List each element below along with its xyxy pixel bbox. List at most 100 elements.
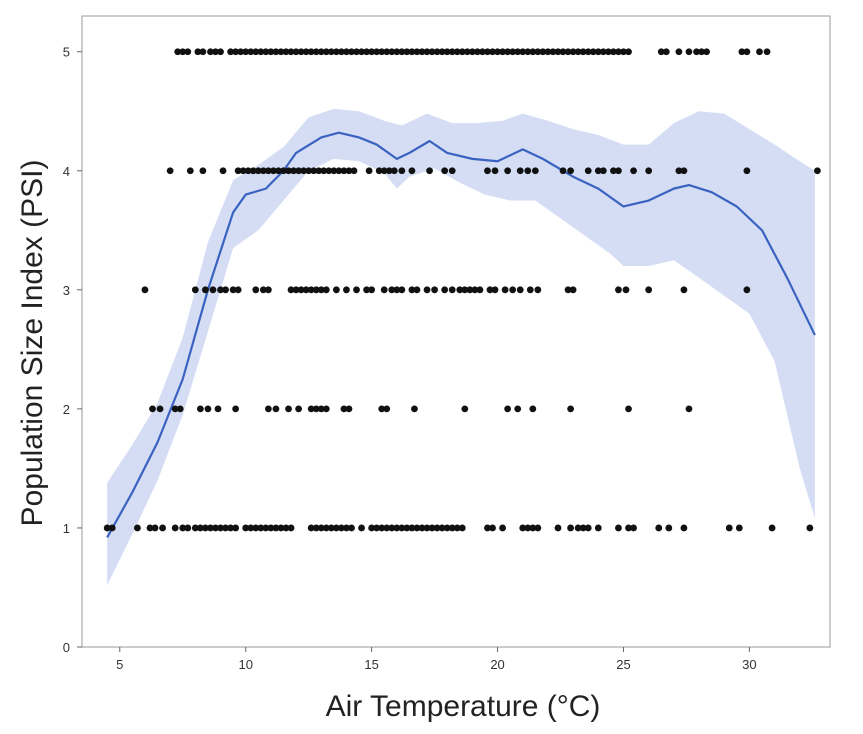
data-point	[322, 405, 330, 413]
data-point	[312, 48, 320, 56]
data-point	[259, 286, 267, 294]
data-point	[285, 167, 292, 175]
data-point	[411, 405, 418, 413]
data-point	[574, 524, 582, 532]
data-point	[358, 524, 365, 532]
data-point	[504, 405, 512, 413]
data-point	[763, 48, 771, 56]
data-point	[529, 405, 537, 413]
data-point	[625, 524, 632, 532]
data-point	[335, 167, 343, 175]
data-point	[743, 286, 751, 294]
data-point	[317, 286, 325, 294]
data-point	[604, 48, 612, 56]
data-point	[579, 524, 587, 532]
data-point	[390, 167, 398, 175]
data-point	[302, 48, 310, 56]
data-point	[280, 167, 287, 175]
data-point	[544, 48, 552, 56]
y-tick-label: 0	[63, 640, 70, 655]
data-point	[363, 48, 370, 56]
data-point	[320, 167, 328, 175]
data-point	[202, 286, 209, 294]
data-point	[242, 48, 250, 56]
data-point	[146, 524, 154, 532]
data-point	[413, 48, 421, 56]
data-point	[184, 524, 192, 532]
data-point	[292, 48, 300, 56]
data-point	[217, 286, 224, 294]
data-point	[325, 167, 333, 175]
data-point	[768, 524, 776, 532]
data-point	[428, 48, 436, 56]
data-point	[322, 286, 330, 294]
data-point	[408, 286, 416, 294]
data-point	[509, 48, 517, 56]
data-point	[207, 524, 214, 532]
data-point	[725, 524, 733, 532]
data-point	[229, 286, 237, 294]
data-point	[312, 524, 320, 532]
data-point	[338, 48, 345, 56]
data-point	[625, 405, 632, 413]
data-point	[524, 167, 532, 175]
data-point	[340, 167, 348, 175]
data-point	[176, 405, 184, 413]
data-point	[516, 286, 524, 294]
data-point	[237, 48, 245, 56]
data-point	[403, 524, 411, 532]
y-tick-label: 1	[63, 521, 70, 536]
data-point	[166, 167, 174, 175]
data-point	[345, 167, 353, 175]
data-point	[514, 405, 522, 413]
data-point	[385, 167, 393, 175]
data-point	[398, 167, 406, 175]
x-tick-label: 15	[364, 657, 378, 672]
data-point	[262, 524, 270, 532]
data-point	[247, 48, 255, 56]
data-point	[448, 524, 456, 532]
data-point	[584, 48, 592, 56]
data-point	[509, 286, 517, 294]
data-point	[199, 167, 207, 175]
data-point	[368, 48, 376, 56]
data-point	[743, 48, 751, 56]
data-point	[141, 286, 149, 294]
data-point	[307, 524, 315, 532]
data-point	[489, 48, 496, 56]
data-point	[458, 48, 466, 56]
data-point	[259, 167, 267, 175]
confidence-band-layer	[107, 108, 815, 586]
data-point	[315, 167, 323, 175]
data-point	[307, 48, 315, 56]
x-axis-title: Air Temperature (°C)	[326, 690, 601, 723]
data-point	[345, 405, 353, 413]
data-point	[443, 48, 451, 56]
data-point	[252, 524, 260, 532]
data-point	[373, 524, 381, 532]
data-point	[567, 167, 574, 175]
data-point	[332, 286, 340, 294]
plot-frame	[81, 15, 831, 648]
data-point	[327, 524, 335, 532]
data-point	[433, 48, 441, 56]
data-point	[272, 405, 280, 413]
data-point	[317, 48, 325, 56]
data-point	[305, 167, 313, 175]
data-point	[408, 524, 416, 532]
data-point	[441, 167, 449, 175]
data-point	[594, 48, 602, 56]
data-point	[207, 48, 214, 56]
data-point	[534, 286, 542, 294]
data-point	[423, 524, 431, 532]
data-point	[264, 405, 272, 413]
data-point	[174, 48, 182, 56]
data-point	[476, 286, 484, 294]
data-point	[685, 48, 693, 56]
fit-line-layer	[106, 131, 816, 539]
data-point	[368, 524, 376, 532]
data-point	[554, 524, 562, 532]
data-point	[282, 48, 290, 56]
data-point	[630, 167, 637, 175]
data-point	[466, 286, 474, 294]
